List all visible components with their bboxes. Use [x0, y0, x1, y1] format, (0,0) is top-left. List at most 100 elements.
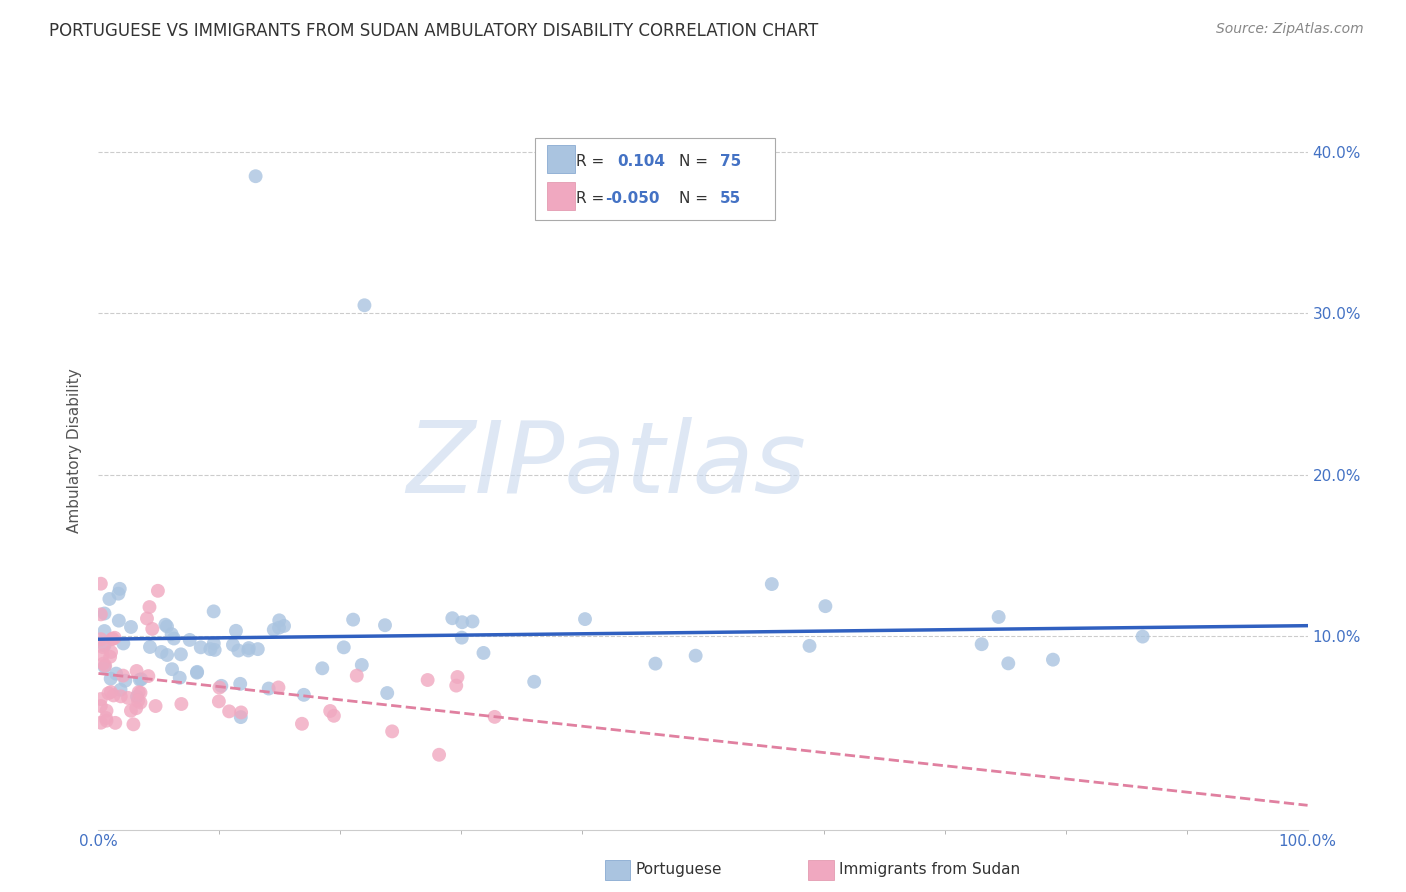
Point — [155, 617, 177, 632]
Point — [150, 645, 173, 659]
Text: 55: 55 — [720, 191, 741, 206]
Point — [125, 701, 148, 715]
Point — [208, 694, 231, 708]
Point — [229, 706, 252, 720]
Point — [138, 669, 160, 683]
Point — [353, 298, 375, 312]
Point — [129, 686, 152, 700]
Text: PORTUGUESE VS IMMIGRANTS FROM SUDAN AMBULATORY DISABILITY CORRELATION CHART: PORTUGUESE VS IMMIGRANTS FROM SUDAN AMBU… — [49, 22, 818, 40]
Point — [238, 643, 260, 657]
Point — [416, 673, 439, 687]
Point — [90, 632, 112, 647]
Point — [94, 711, 117, 725]
Point — [245, 169, 267, 184]
Point — [179, 632, 201, 647]
Point — [138, 600, 160, 615]
Text: -0.050: -0.050 — [605, 191, 659, 206]
Point — [110, 690, 132, 704]
Point — [93, 607, 115, 621]
Point — [263, 623, 285, 637]
Point — [333, 640, 356, 655]
Point — [105, 666, 128, 681]
Point — [91, 648, 114, 663]
Point — [100, 672, 122, 686]
Point — [128, 685, 150, 699]
Point — [97, 686, 120, 700]
Point — [186, 665, 208, 679]
Point — [125, 690, 148, 704]
Point — [98, 649, 121, 664]
Point — [1132, 630, 1154, 644]
Point — [446, 670, 468, 684]
Point — [441, 611, 464, 625]
Point — [156, 619, 179, 633]
Point — [204, 643, 226, 657]
Point — [163, 632, 186, 646]
Point — [120, 620, 142, 634]
Point — [108, 582, 131, 596]
Point — [100, 685, 122, 699]
Point — [136, 611, 159, 625]
Point — [108, 614, 131, 628]
Point — [107, 587, 129, 601]
Point — [346, 668, 368, 682]
Point — [139, 640, 162, 654]
Point — [93, 639, 115, 653]
Point — [96, 714, 118, 728]
Point — [970, 637, 993, 651]
Point — [90, 715, 112, 730]
Point — [222, 638, 245, 652]
Point — [291, 716, 314, 731]
Point — [169, 671, 191, 685]
Point — [218, 704, 240, 718]
Point — [574, 612, 596, 626]
Point — [90, 698, 112, 713]
Point — [190, 640, 212, 655]
Point — [170, 697, 193, 711]
Point — [375, 686, 398, 700]
Point — [350, 657, 373, 672]
Point — [257, 681, 280, 696]
Point — [90, 692, 112, 706]
Point — [96, 704, 118, 718]
Point — [799, 639, 821, 653]
Point — [444, 679, 467, 693]
Point — [246, 642, 269, 657]
Point — [451, 615, 474, 630]
Point — [90, 576, 112, 591]
Point — [267, 681, 290, 695]
Point — [225, 624, 247, 638]
Point — [374, 618, 396, 632]
Point — [229, 677, 252, 691]
Point — [685, 648, 707, 663]
Point — [103, 689, 125, 703]
Point — [160, 627, 183, 641]
Point — [461, 615, 484, 629]
Point — [761, 577, 783, 591]
Point — [200, 642, 222, 657]
Text: 0.104: 0.104 — [617, 153, 665, 169]
Point — [129, 673, 152, 687]
Point — [644, 657, 666, 671]
Point — [472, 646, 495, 660]
Point — [94, 658, 117, 673]
Point — [160, 662, 183, 676]
Point — [322, 708, 344, 723]
Point — [202, 604, 225, 618]
Point — [228, 643, 250, 657]
Point — [129, 696, 152, 710]
Point — [125, 664, 148, 678]
Point — [91, 657, 114, 671]
Point — [523, 674, 546, 689]
Point — [93, 659, 115, 673]
Point — [273, 619, 295, 633]
Point — [267, 621, 290, 635]
Point — [127, 694, 149, 708]
Point — [100, 645, 122, 659]
Point — [238, 641, 260, 656]
Point — [101, 632, 124, 646]
Text: N =: N = — [679, 153, 713, 169]
Text: ZIPatlas: ZIPatlas — [406, 417, 806, 514]
Point — [141, 622, 163, 636]
Point — [170, 648, 193, 662]
